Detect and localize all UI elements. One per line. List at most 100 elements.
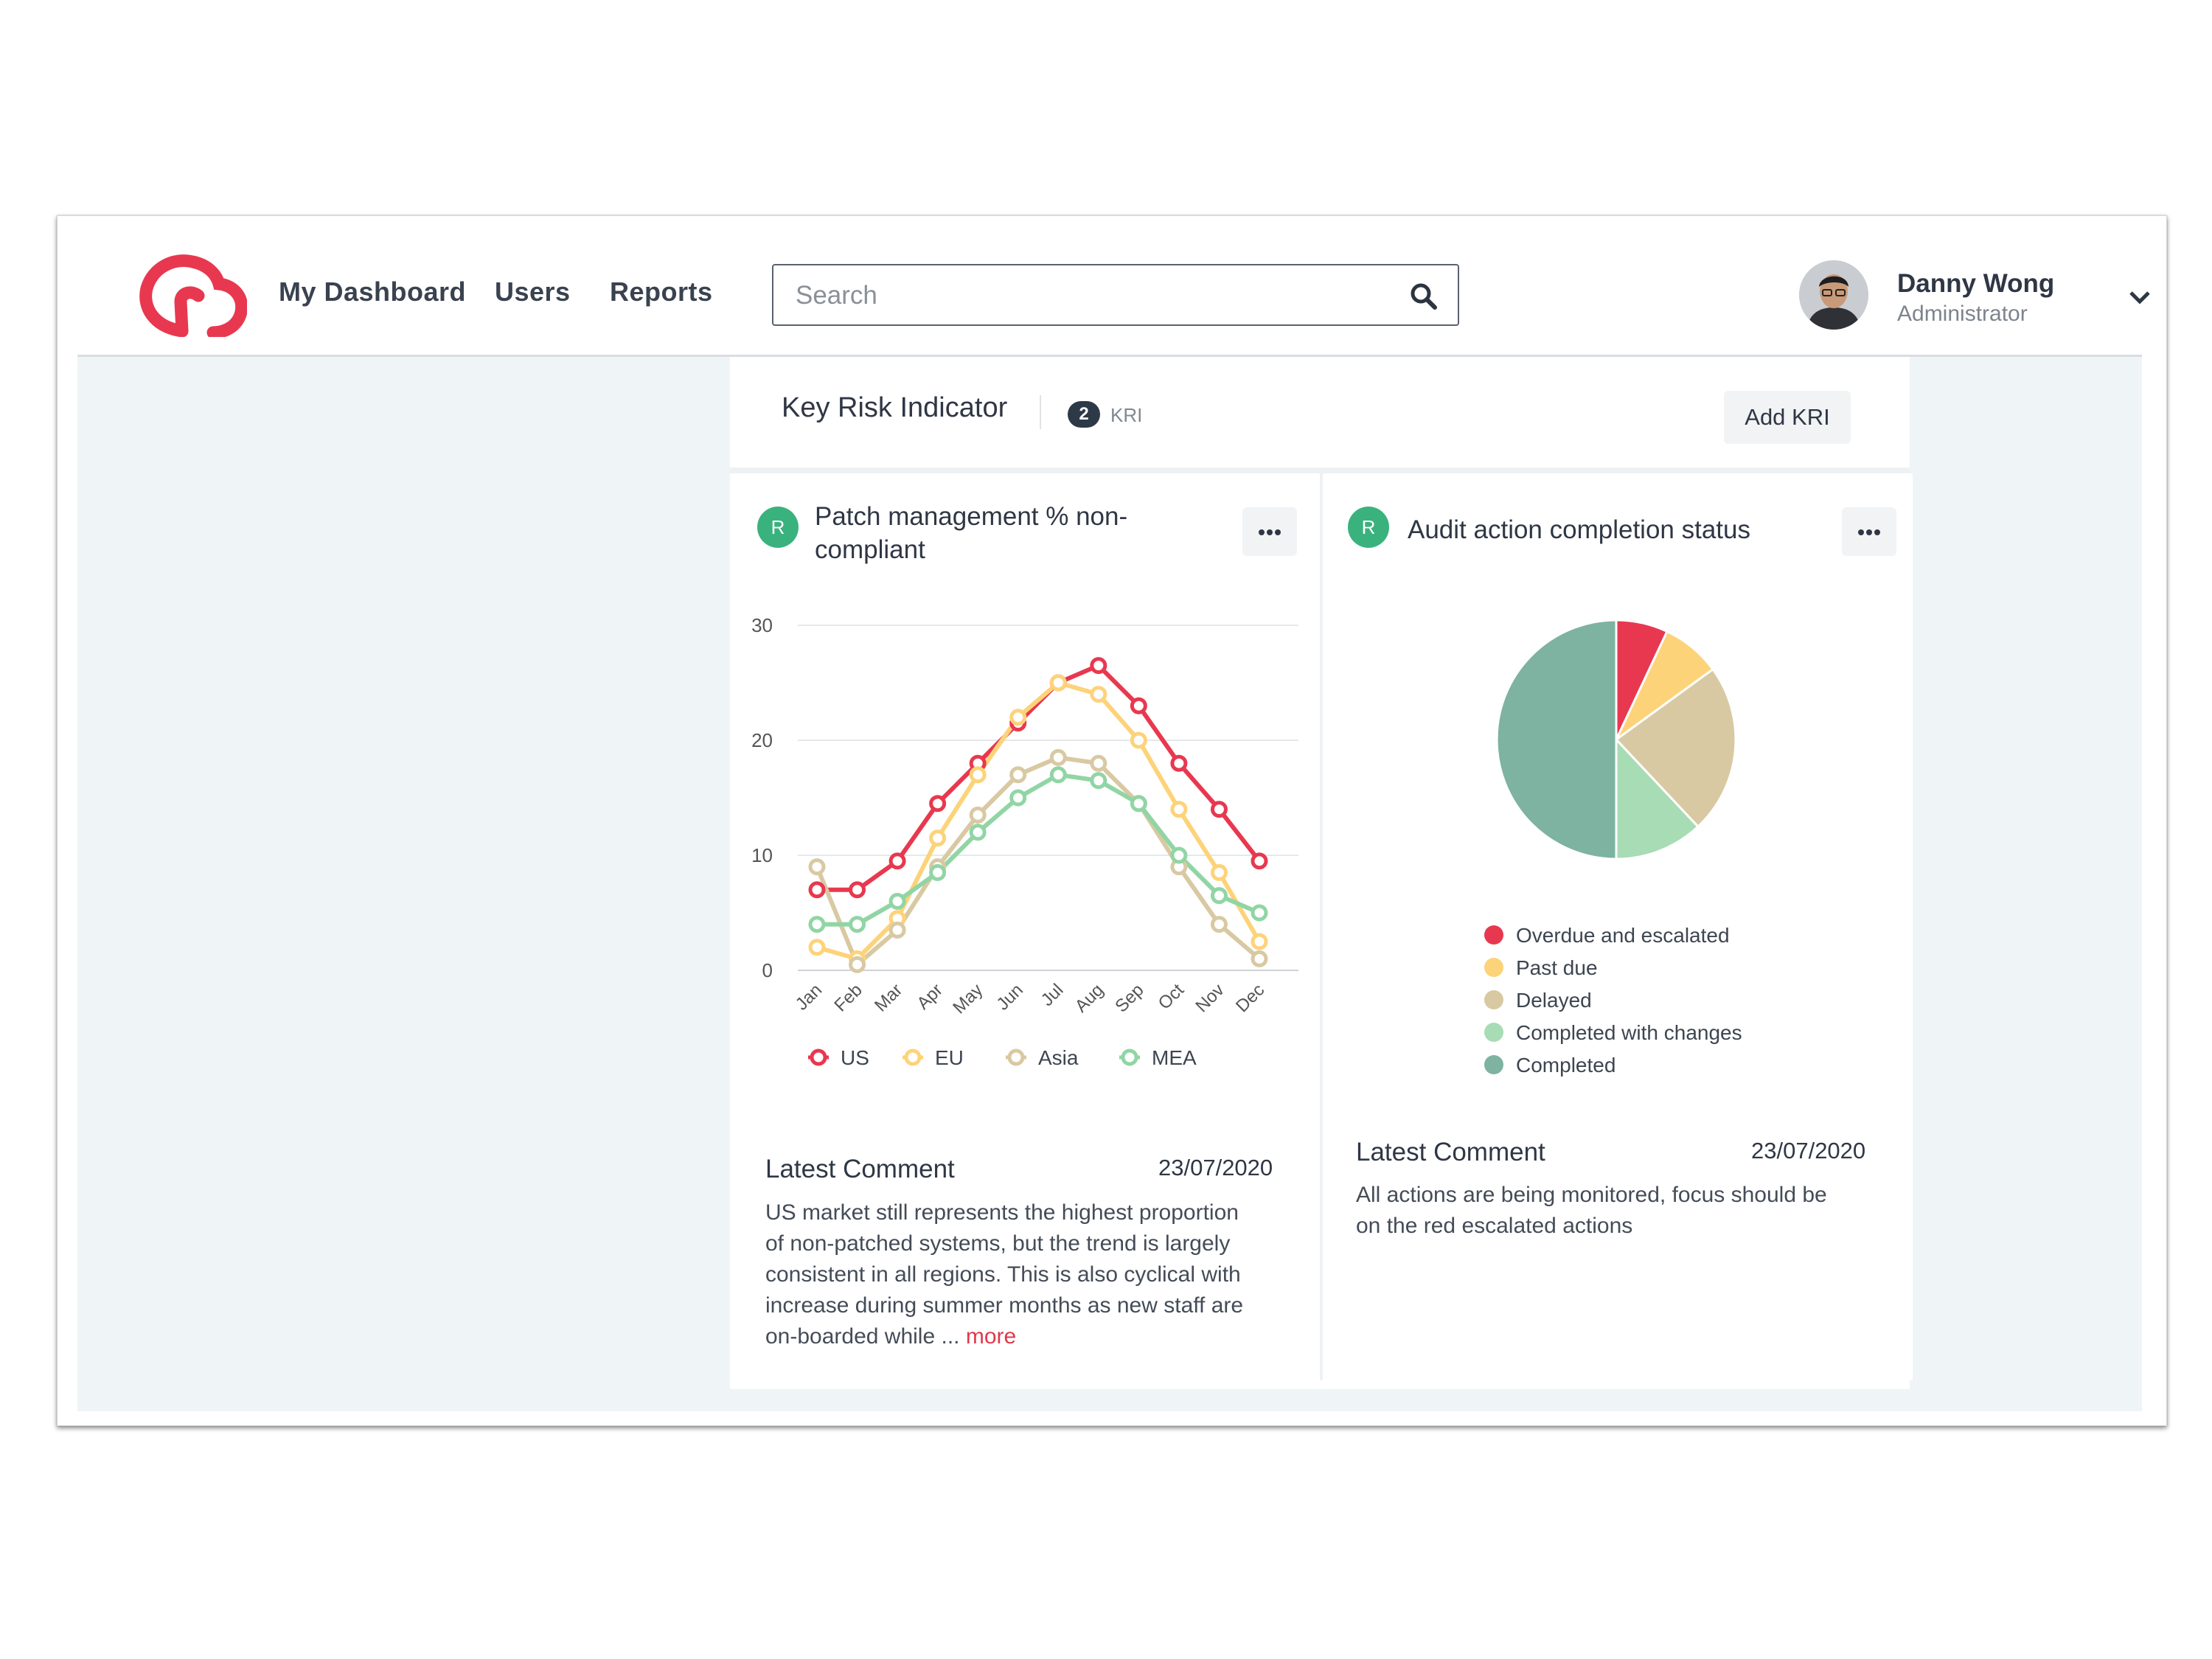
x-tick-label: Dec [1232,980,1268,1016]
x-tick-label: Aug [1071,980,1107,1016]
series-line-asia [815,755,1261,967]
card-title-line: Patch management % non- [815,502,1128,531]
nav-users[interactable]: Users [495,276,571,307]
legend-marker [904,1048,922,1066]
x-tick-label: May [949,980,987,1018]
kri-card-audit-action: R Audit action completion status Overdue… [1320,473,1913,1380]
legend-label: Completed with changes [1516,1021,1742,1044]
data-point-eu [1251,933,1268,950]
page-title: Key Risk Indicator [782,392,1008,423]
more-horizontal-icon [1858,529,1880,535]
pie-slice [1614,667,1737,829]
x-tick-label: Jul [1037,980,1068,1010]
chevron-down-icon[interactable] [2127,288,2152,306]
data-point-mea [1090,772,1107,790]
data-point-mea [808,916,826,933]
add-kri-button[interactable]: Add KRI [1724,391,1851,444]
avatar[interactable] [1799,260,1868,330]
data-point-us [808,881,826,899]
legend-marker [1484,1023,1503,1042]
comment-line: of non-patched systems, but the trend is… [765,1231,1231,1256]
x-tick-label: Nov [1192,980,1228,1016]
data-point-us [929,795,947,813]
data-point-asia [969,806,987,824]
line-chart: 0 10 20 30 Jan Feb Mar Apr May Jun Jul Aug Sep Oct Nov… [751,614,1298,1069]
search-input[interactable] [794,276,1387,316]
comment-line: US market still represents the highest p… [765,1200,1239,1225]
top-header: My Dashboard Users Reports Danny Wong Ad… [77,216,2150,357]
series-line-eu [816,681,1262,961]
data-point-eu [1090,686,1107,703]
kri-panel: Key Risk Indicator 2 KRI Add KRI R Patch… [730,357,1913,1389]
more-horizontal-icon [1259,529,1281,535]
comment-line: on the red escalated actions [1356,1214,1633,1238]
more-options-button[interactable] [1242,507,1297,556]
data-point-us [1210,801,1228,818]
card-title: Patch management % non- compliant [815,500,1127,566]
data-point-mea [1251,904,1268,922]
data-point-asia [1251,950,1268,967]
data-point-mea [1009,789,1027,807]
pie-chart: Overdue and escalated Past due Delayed Comp… [1484,619,1742,1077]
avatar-photo [1799,260,1868,330]
comment-line: on-boarded while ... more [765,1321,1304,1352]
legend-label: MEA [1152,1046,1197,1069]
nav-reports[interactable]: Reports [610,276,713,307]
comment-line: increase during summer months as new sta… [765,1293,1244,1318]
data-point-eu [808,939,826,956]
comment-text: US market still represents the highest p… [765,1197,1304,1352]
app-window: My Dashboard Users Reports Danny Wong Ad… [57,215,2167,1426]
data-point-mea [1130,795,1147,813]
comment-label: Latest Comment [1356,1138,1545,1166]
legend-label: Delayed [1516,989,1592,1012]
series-line-mea [817,772,1261,927]
data-point-eu [1009,709,1027,726]
data-point-eu [1210,863,1228,881]
search-box [772,264,1459,326]
data-point-asia [849,956,866,973]
data-point-mea [1210,887,1228,905]
data-point-mea [929,863,947,881]
data-point-asia [1049,748,1067,766]
card-title: Audit action completion status [1408,515,1750,544]
more-link[interactable]: more [965,1324,1017,1349]
status-badge: R [757,507,799,548]
kri-card-patch-management: R Patch management % non- compliant 0 10 2… [730,473,1316,1380]
comment-date: 23/07/2020 [1158,1155,1273,1180]
status-badge: R [1348,507,1389,548]
legend-marker [1484,925,1503,945]
legend-marker [1484,990,1503,1009]
legend-marker [1484,958,1503,977]
user-name[interactable]: Danny Wong [1897,269,2055,298]
x-tick-label: Sep [1111,980,1147,1016]
data-point-eu [929,830,947,847]
legend-label: Completed [1516,1054,1615,1077]
data-point-mea [888,892,906,910]
legend-marker [1121,1048,1138,1066]
data-point-eu [1130,731,1147,749]
legend-marker [1484,1055,1503,1074]
kri-count-badge: 2 [1068,401,1100,428]
more-options-button[interactable] [1842,507,1896,556]
data-point-asia [1090,754,1107,772]
data-point-us [1130,697,1147,714]
legend-label: Past due [1516,956,1598,979]
data-point-eu [1049,674,1067,692]
user-role: Administrator [1897,302,2028,326]
x-tick-label: Apr [913,980,947,1014]
x-tick-label: Oct [1155,980,1189,1014]
divider [730,467,1910,473]
data-point-asia [808,858,826,876]
comment-line: consistent in all regions. This is also … [765,1262,1241,1287]
search-icon[interactable] [1409,282,1439,311]
kri-count-label: KRI [1110,404,1143,426]
pie-slice [1495,619,1618,860]
data-point-asia [1210,916,1228,933]
data-point-eu [969,766,987,784]
comment-date: 23/07/2020 [1751,1138,1866,1164]
data-point-us [1170,754,1188,772]
nav-my-dashboard[interactable]: My Dashboard [279,276,467,307]
brand-logo[interactable] [136,253,247,337]
data-point-mea [969,824,987,841]
card-title-line: compliant [815,535,925,564]
